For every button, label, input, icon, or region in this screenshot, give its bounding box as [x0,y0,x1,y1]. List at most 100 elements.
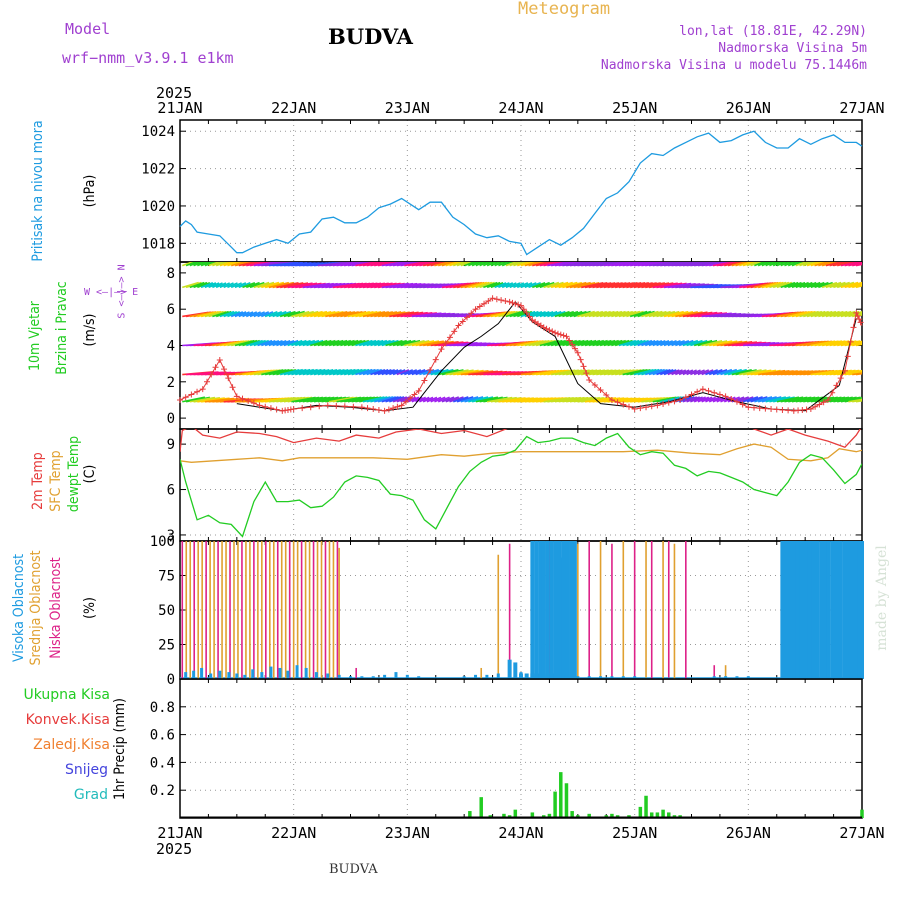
cloud-unit: (%) [82,597,98,619]
wind-barb [261,311,274,318]
cloud-high-small-bar [227,672,231,679]
wind-speed-marker [390,405,397,412]
cloud-high-bar [553,541,558,679]
wind-barb [603,339,623,347]
cloud-high-small-bar [405,674,409,679]
wind-barb [818,281,833,289]
wind-barb [629,339,646,347]
wind-speed-marker [468,310,475,317]
wind-speed-marker [402,398,409,405]
wind-barb [761,262,773,267]
wind-barb [212,262,225,267]
wind-speed-marker [699,386,706,393]
wind-barb [441,369,464,376]
wind-speed-marker [597,386,604,393]
watermark: made by Angel [874,545,890,651]
wind-barb [569,281,591,289]
wind-barb [268,281,290,289]
wind-speed-marker [520,306,527,313]
wind-barb [818,310,837,318]
precip-bar [638,806,643,818]
wind-speed-marker [489,295,496,302]
pressure-label: Pritisak na nivou mora [30,120,46,262]
wind-barb [787,262,800,267]
wind-speed-marker [557,331,564,338]
legend-freezing-rain: Zaledj.Kisa [33,737,110,753]
clouds-ytick-label: 75 [158,569,175,585]
wind-barb [648,368,665,376]
wind-barb [328,339,348,347]
wind-barb [577,339,597,347]
station-title: BUDVA [328,24,413,49]
wind-barb [298,339,316,347]
precip-ytick-label: 0.4 [150,755,175,771]
precip-bar [860,809,864,818]
wind-speed-marker [833,382,840,389]
wind-barb [407,369,422,376]
wind-speed-marker [847,338,854,345]
wind-barb [547,310,562,318]
wind-barb [475,262,487,267]
wind-barb [825,310,844,318]
wind-barb [629,310,648,318]
wind-barb [855,284,862,289]
wind-barb [185,281,202,289]
wind-speed-marker [643,404,650,411]
x-label-top: 23JAN [385,99,430,117]
wind-barb [581,339,601,347]
wind-speed-marker [549,328,556,335]
wind-barb [234,282,247,289]
precip-bar [610,813,614,818]
wind-speed-marker [199,386,206,393]
wind-speed-marker [812,403,819,410]
wind-barb [294,310,314,318]
cloud-high-small-bar [326,673,330,679]
wind-barb [659,369,674,376]
temp2m-line [180,429,861,452]
wind-barb [769,396,791,403]
wind-speed-marker [398,402,405,409]
wind-barb [453,262,467,267]
cloud-high-bar [815,541,820,679]
wind-barb [569,310,587,318]
x-label-top: 25JAN [612,99,657,117]
wind-speed-marker [574,349,581,356]
cloud-high-bar [849,541,854,679]
wind-barb [268,339,283,347]
wind-barb [257,339,273,347]
wind-speed-marker [837,375,844,382]
wind-barb [686,396,701,403]
wind-mean-line [236,301,857,412]
wind-barb [535,339,556,347]
wind-barb [249,311,261,318]
wind-barb [347,368,366,376]
wind-barb [242,339,260,347]
wind-speed-marker [688,391,695,398]
wind-speed-marker [476,303,483,310]
cloud-high-bar [557,541,562,679]
x-label-bottom: 25JAN [612,824,657,842]
wind-barb [735,369,757,376]
wind-speed-marker [762,405,769,412]
wind-barb [264,281,285,289]
cloud-high-small-bar [349,676,352,679]
wind-barb [644,339,659,347]
wind-barb [464,262,477,267]
cloud-high-bar [561,541,566,679]
wind-speed-marker [341,403,348,410]
wind-speed-marker [620,401,627,408]
wind-barb [377,396,396,403]
wind-barb [697,339,718,347]
wind-barb [204,282,217,289]
wind-barb [501,282,514,289]
cloud-high-small-bar [243,674,247,679]
wind-barb [611,339,630,347]
wind-barb [535,281,550,289]
wind-barb [855,263,862,267]
wind-speed-marker [421,377,428,384]
wind-barb [306,368,326,376]
wind-speed-marker [816,401,823,408]
wind-barb [558,339,577,347]
wind-barb [678,396,695,403]
wind-speed-marker [459,318,466,325]
